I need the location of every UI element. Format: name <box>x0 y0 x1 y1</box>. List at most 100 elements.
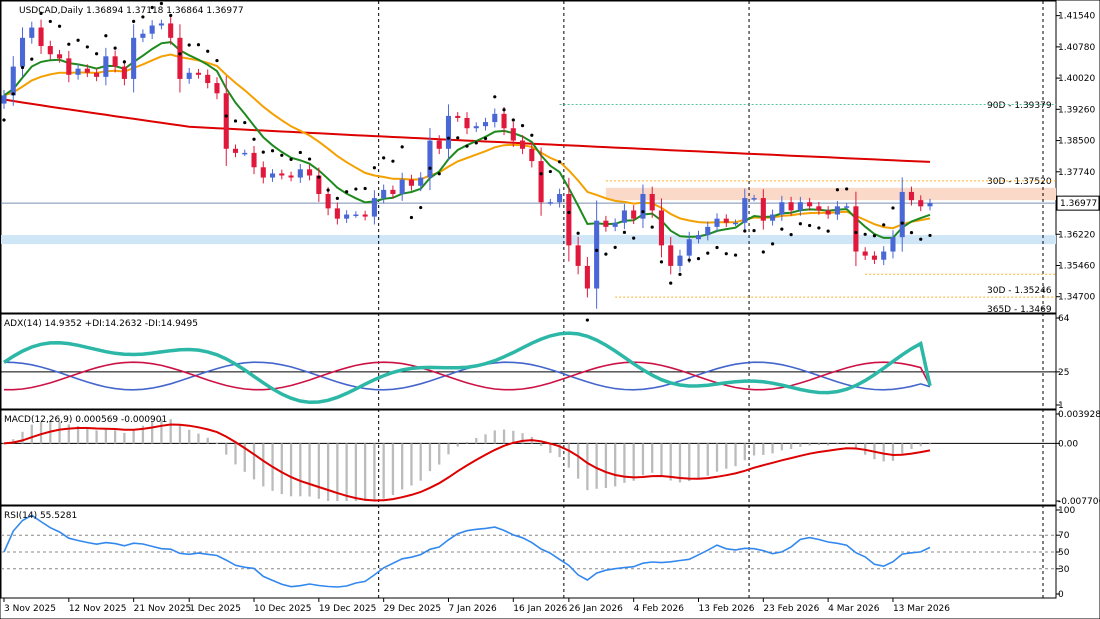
macd-histogram-bar <box>826 443 830 446</box>
candle-body <box>631 210 637 219</box>
candle-body <box>269 173 276 178</box>
candle-body <box>890 237 896 252</box>
candle-body <box>566 193 572 246</box>
psar-dot <box>780 227 784 231</box>
pane-frame <box>0 409 1057 506</box>
psar-dot <box>928 233 932 238</box>
candle-body <box>557 193 563 203</box>
psar-dot <box>335 196 339 200</box>
psar-dot <box>585 318 589 322</box>
candle-body <box>140 33 146 38</box>
candle-body <box>788 202 794 211</box>
macd-histogram-bar <box>58 421 61 444</box>
candle-body <box>844 206 850 208</box>
price-tick-label: 1.39260 <box>1058 105 1095 115</box>
psar-dot <box>678 272 682 276</box>
macd-histogram-bar <box>678 443 682 483</box>
candle-body <box>538 161 544 203</box>
candle-body <box>408 179 414 186</box>
candle-body <box>29 27 35 38</box>
time-label: 4 Feb 2026 <box>634 604 685 614</box>
candle-body <box>371 198 377 217</box>
macd-histogram-bar <box>845 443 848 445</box>
macd-histogram-bar <box>308 443 311 497</box>
psar-dot <box>761 250 765 254</box>
macd-histogram-bar <box>641 443 645 476</box>
parabolic-sar <box>2 1 932 322</box>
candle-body <box>899 191 905 238</box>
macd-histogram-bar <box>567 443 571 468</box>
psar-dot <box>539 172 543 176</box>
psar-dot <box>326 188 330 192</box>
psar-dot <box>187 43 191 47</box>
rsi-panel <box>1 514 1056 588</box>
candle-body <box>223 93 229 149</box>
psar-dot <box>715 245 719 250</box>
psar-dot <box>252 137 256 141</box>
candle-body <box>594 220 600 289</box>
macd-histogram-bar <box>743 443 746 461</box>
psar-dot <box>548 169 552 174</box>
macd-histogram-bar <box>576 443 580 479</box>
candle-body <box>492 113 498 123</box>
rsi-tick-label: 50 <box>1058 548 1070 558</box>
candle-body <box>195 72 202 75</box>
macd-histogram-bar <box>21 431 24 444</box>
psar-dot <box>808 223 812 228</box>
candle-body <box>75 68 81 75</box>
psar-dot <box>863 232 867 236</box>
macd-histogram-bar <box>891 443 895 461</box>
psar-dot <box>2 118 6 122</box>
candle-body <box>927 203 933 207</box>
candle-body <box>918 200 924 207</box>
psar-dot <box>604 252 608 256</box>
macd-histogram-bar <box>502 429 506 444</box>
candle-body <box>603 220 609 227</box>
psar-dot <box>20 65 25 70</box>
price-levels: 90D - 1.39379 30D - 1.37520 30D - 1.3524… <box>1 101 1056 315</box>
candle-body <box>464 117 470 129</box>
macd-histogram-bar <box>178 425 182 444</box>
psar-dot <box>307 157 312 161</box>
candle-body <box>751 198 757 200</box>
adx-panel <box>1 331 1056 405</box>
macd-histogram-bar <box>789 443 793 450</box>
psar-dot <box>289 157 293 161</box>
psar-dot <box>104 34 108 38</box>
psar-dot <box>363 186 367 191</box>
macd-histogram-bar <box>67 424 70 444</box>
macd-histogram-bar <box>141 425 145 444</box>
candle-body <box>205 74 211 84</box>
adx-tick-label: 25 <box>1058 368 1069 378</box>
price-tick-label: 1.41540 <box>1058 12 1095 22</box>
macd-histogram-bar <box>215 442 219 444</box>
psar-dot <box>132 19 136 23</box>
macd-histogram-bar <box>475 437 478 444</box>
macd-histogram-bar <box>104 429 108 444</box>
support-zone <box>1 235 1056 245</box>
psar-dot <box>789 232 793 237</box>
macd-histogram-bar <box>901 443 904 454</box>
macd-histogram-bar <box>623 443 626 483</box>
candle-body <box>723 218 729 223</box>
candle-body <box>436 140 442 149</box>
macd-histogram-bar <box>919 443 922 447</box>
psar-dot <box>419 205 423 210</box>
psar-dot <box>196 43 201 47</box>
macd-histogram-bar <box>438 443 441 465</box>
candle-body <box>612 222 618 227</box>
price-title: USDCAD,Daily 1.36894 1.37118 1.36864 1.3… <box>19 6 244 16</box>
psar-dot <box>141 15 145 19</box>
psar-dot <box>900 221 904 225</box>
candle-body <box>214 83 220 94</box>
psar-dot <box>622 230 627 234</box>
psar-dot <box>409 215 414 220</box>
psar-dot <box>520 124 525 128</box>
ma-200-line <box>3 98 931 163</box>
macd-histogram-bar <box>299 443 302 497</box>
macd-histogram-bar <box>39 421 43 444</box>
time-label: 3 Nov 2025 <box>4 604 56 614</box>
macd-histogram-bar <box>512 430 515 444</box>
macd-histogram-bar <box>280 443 283 495</box>
